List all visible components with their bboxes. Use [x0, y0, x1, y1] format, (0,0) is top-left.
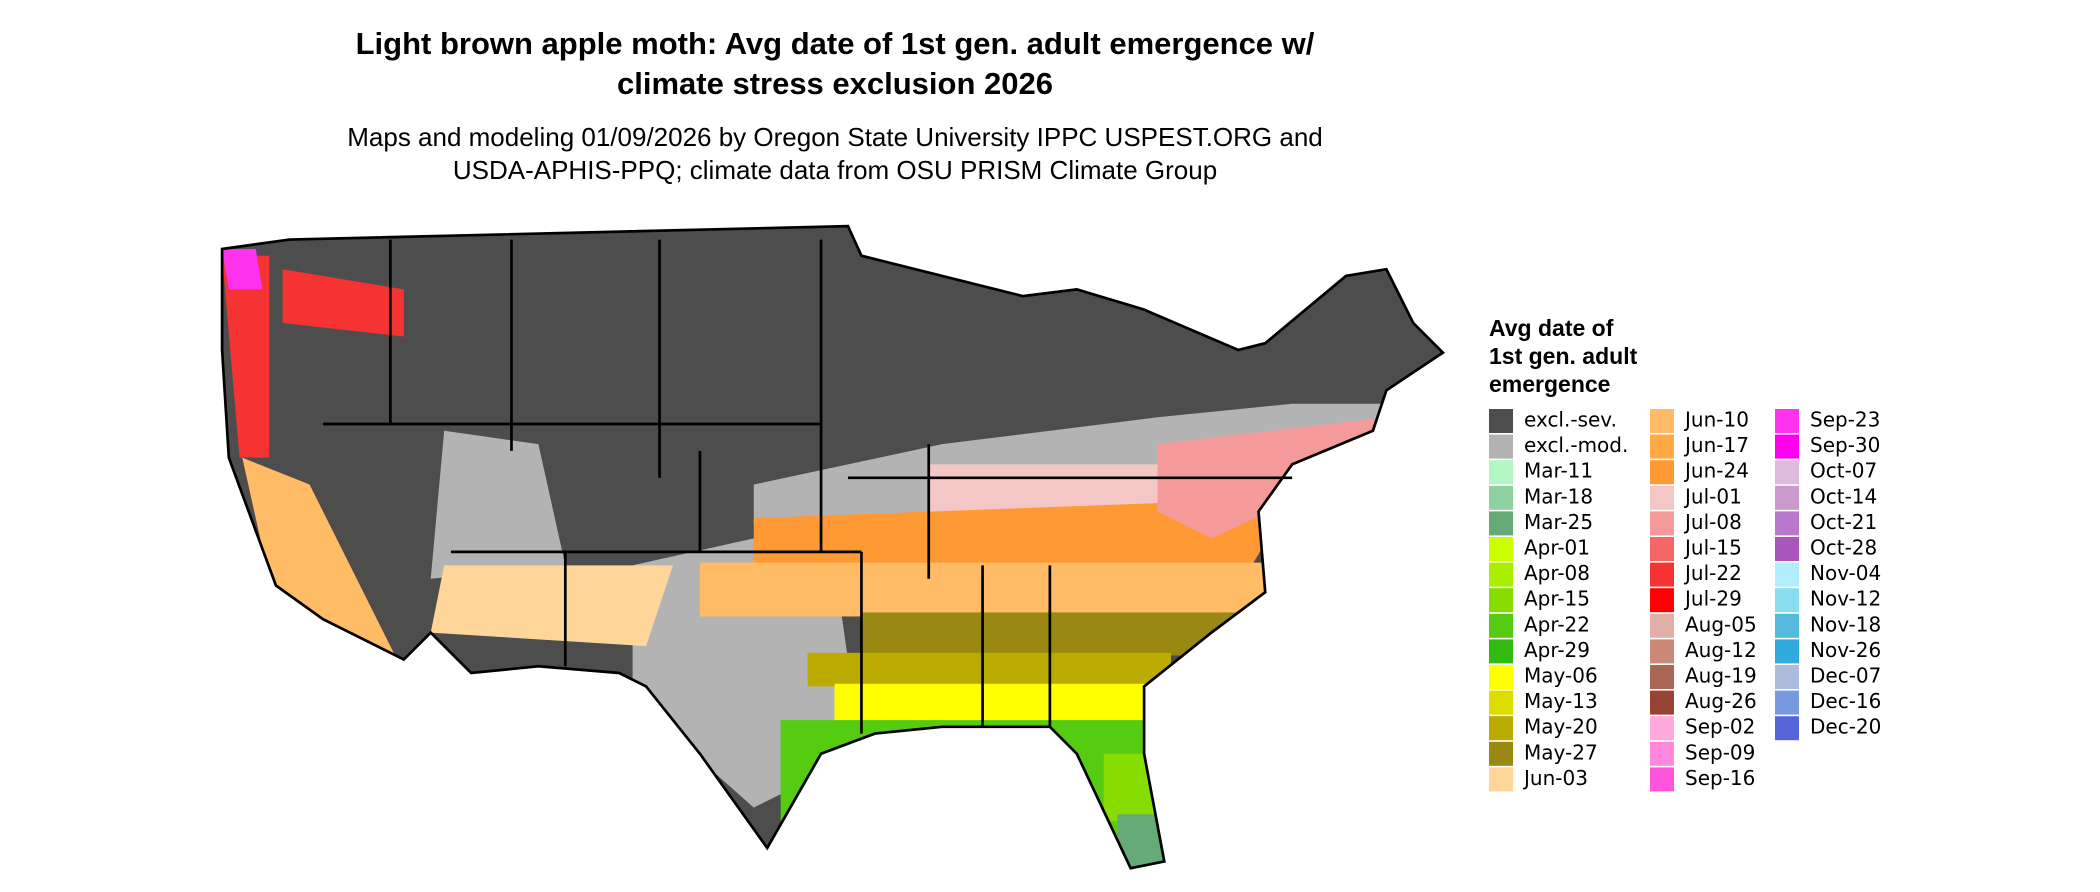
legend-swatch — [1775, 562, 1799, 587]
legend-swatch — [1489, 613, 1513, 638]
legend-label: Sep-09 — [1685, 740, 1755, 764]
legend-label: May-06 — [1524, 664, 1598, 688]
legend-label: Dec-16 — [1810, 689, 1881, 713]
legend-label: Jul-08 — [1683, 510, 1742, 534]
legend-swatch — [1650, 613, 1674, 638]
legend-swatch — [1650, 485, 1674, 510]
legend-label: Aug-26 — [1685, 689, 1757, 713]
legend-swatch — [1650, 434, 1674, 459]
legend-label: Oct-21 — [1810, 510, 1877, 534]
legend-label: Jul-15 — [1683, 536, 1742, 560]
legend-swatch — [1775, 511, 1799, 536]
legend-label: Aug-12 — [1685, 638, 1757, 662]
legend-label: Sep-16 — [1685, 766, 1755, 790]
legend-swatch — [1650, 741, 1674, 766]
legend-label: Nov-26 — [1810, 638, 1881, 662]
legend-label: Jun-24 — [1683, 459, 1749, 483]
legend-swatch — [1650, 460, 1674, 485]
legend-label: Jun-10 — [1683, 408, 1749, 432]
legend-label: May-13 — [1524, 689, 1598, 713]
legend-label: Apr-29 — [1524, 638, 1590, 662]
legend-swatch — [1775, 409, 1799, 433]
legend-label: Oct-28 — [1810, 536, 1877, 560]
legend-label: May-27 — [1524, 740, 1598, 764]
legend-swatch — [1650, 690, 1674, 715]
legend-label: Mar-18 — [1524, 484, 1593, 508]
subtitle: USDA-APHIS-PPQ; climate data from OSU PR… — [453, 155, 1217, 185]
legend-title: Avg date of — [1489, 315, 1614, 341]
legend-label: Aug-19 — [1685, 664, 1757, 688]
legend-swatch — [1489, 460, 1513, 485]
legend-label: Aug-05 — [1685, 612, 1757, 636]
legend-swatch — [1650, 409, 1674, 433]
legend: excl.-sev.excl.-mod.Mar-11Mar-18Mar-25Ap… — [1489, 408, 1881, 792]
legend-title: 1st gen. adult — [1489, 343, 1638, 369]
legend-label: Mar-25 — [1524, 510, 1593, 534]
legend-label: Mar-11 — [1524, 459, 1593, 483]
legend-swatch — [1650, 716, 1674, 741]
legend-title: emergence — [1489, 371, 1610, 397]
legend-swatch — [1775, 537, 1799, 561]
legend-label: Jul-22 — [1683, 561, 1742, 585]
legend-swatch — [1489, 434, 1513, 459]
legend-label: Sep-02 — [1685, 715, 1755, 739]
legend-label: Nov-04 — [1810, 561, 1881, 585]
legend-label: Dec-20 — [1810, 715, 1881, 739]
legend-swatch — [1489, 511, 1513, 536]
legend-swatch — [1775, 716, 1799, 741]
legend-label: Oct-14 — [1810, 484, 1877, 508]
legend-swatch — [1489, 485, 1513, 510]
legend-swatch — [1650, 511, 1674, 536]
legend-swatch — [1775, 460, 1799, 485]
legend-swatch — [1650, 639, 1674, 664]
legend-swatch — [1775, 485, 1799, 510]
legend-label: excl.-sev. — [1524, 408, 1617, 432]
legend-swatch — [1489, 588, 1513, 613]
legend-label: Jun-17 — [1683, 433, 1749, 457]
subtitle: Maps and modeling 01/09/2026 by Oregon S… — [347, 122, 1323, 152]
legend-swatch — [1489, 767, 1513, 792]
legend-label: excl.-mod. — [1524, 433, 1628, 457]
legend-label: Jul-29 — [1683, 587, 1742, 611]
legend-label: Apr-08 — [1524, 561, 1590, 585]
legend-swatch — [1489, 665, 1513, 689]
legend-label: Sep-23 — [1810, 408, 1880, 432]
legend-label: Apr-01 — [1524, 536, 1590, 560]
legend-swatch — [1489, 409, 1513, 433]
legend-label: Apr-15 — [1524, 587, 1590, 611]
legend-swatch — [1489, 562, 1513, 587]
legend-swatch — [1650, 767, 1674, 792]
legend-swatch — [1489, 537, 1513, 561]
legend-label: Sep-30 — [1810, 433, 1880, 457]
legend-swatch — [1775, 639, 1799, 664]
title: climate stress exclusion 2026 — [617, 66, 1053, 101]
legend-label: Jul-01 — [1683, 484, 1742, 508]
legend-swatch — [1650, 537, 1674, 561]
legend-label: Jun-03 — [1522, 766, 1588, 790]
legend-swatch — [1650, 665, 1674, 689]
legend-label: Oct-07 — [1810, 459, 1877, 483]
title: Light brown apple moth: Avg date of 1st … — [356, 26, 1315, 61]
legend-label: Nov-18 — [1810, 612, 1881, 636]
legend-label: May-20 — [1524, 715, 1598, 739]
legend-swatch — [1650, 588, 1674, 613]
legend-swatch — [1489, 741, 1513, 766]
map — [220, 224, 1446, 870]
legend-swatch — [1775, 613, 1799, 638]
legend-swatch — [1489, 690, 1513, 715]
legend-label: Dec-07 — [1810, 664, 1881, 688]
legend-label: Nov-12 — [1810, 587, 1881, 611]
legend-swatch — [1489, 639, 1513, 664]
legend-label: Apr-22 — [1524, 612, 1590, 636]
legend-swatch — [1650, 562, 1674, 587]
legend-swatch — [1775, 690, 1799, 715]
legend-swatch — [1775, 588, 1799, 613]
legend-swatch — [1489, 716, 1513, 741]
legend-swatch — [1775, 665, 1799, 689]
legend-swatch — [1775, 434, 1799, 459]
